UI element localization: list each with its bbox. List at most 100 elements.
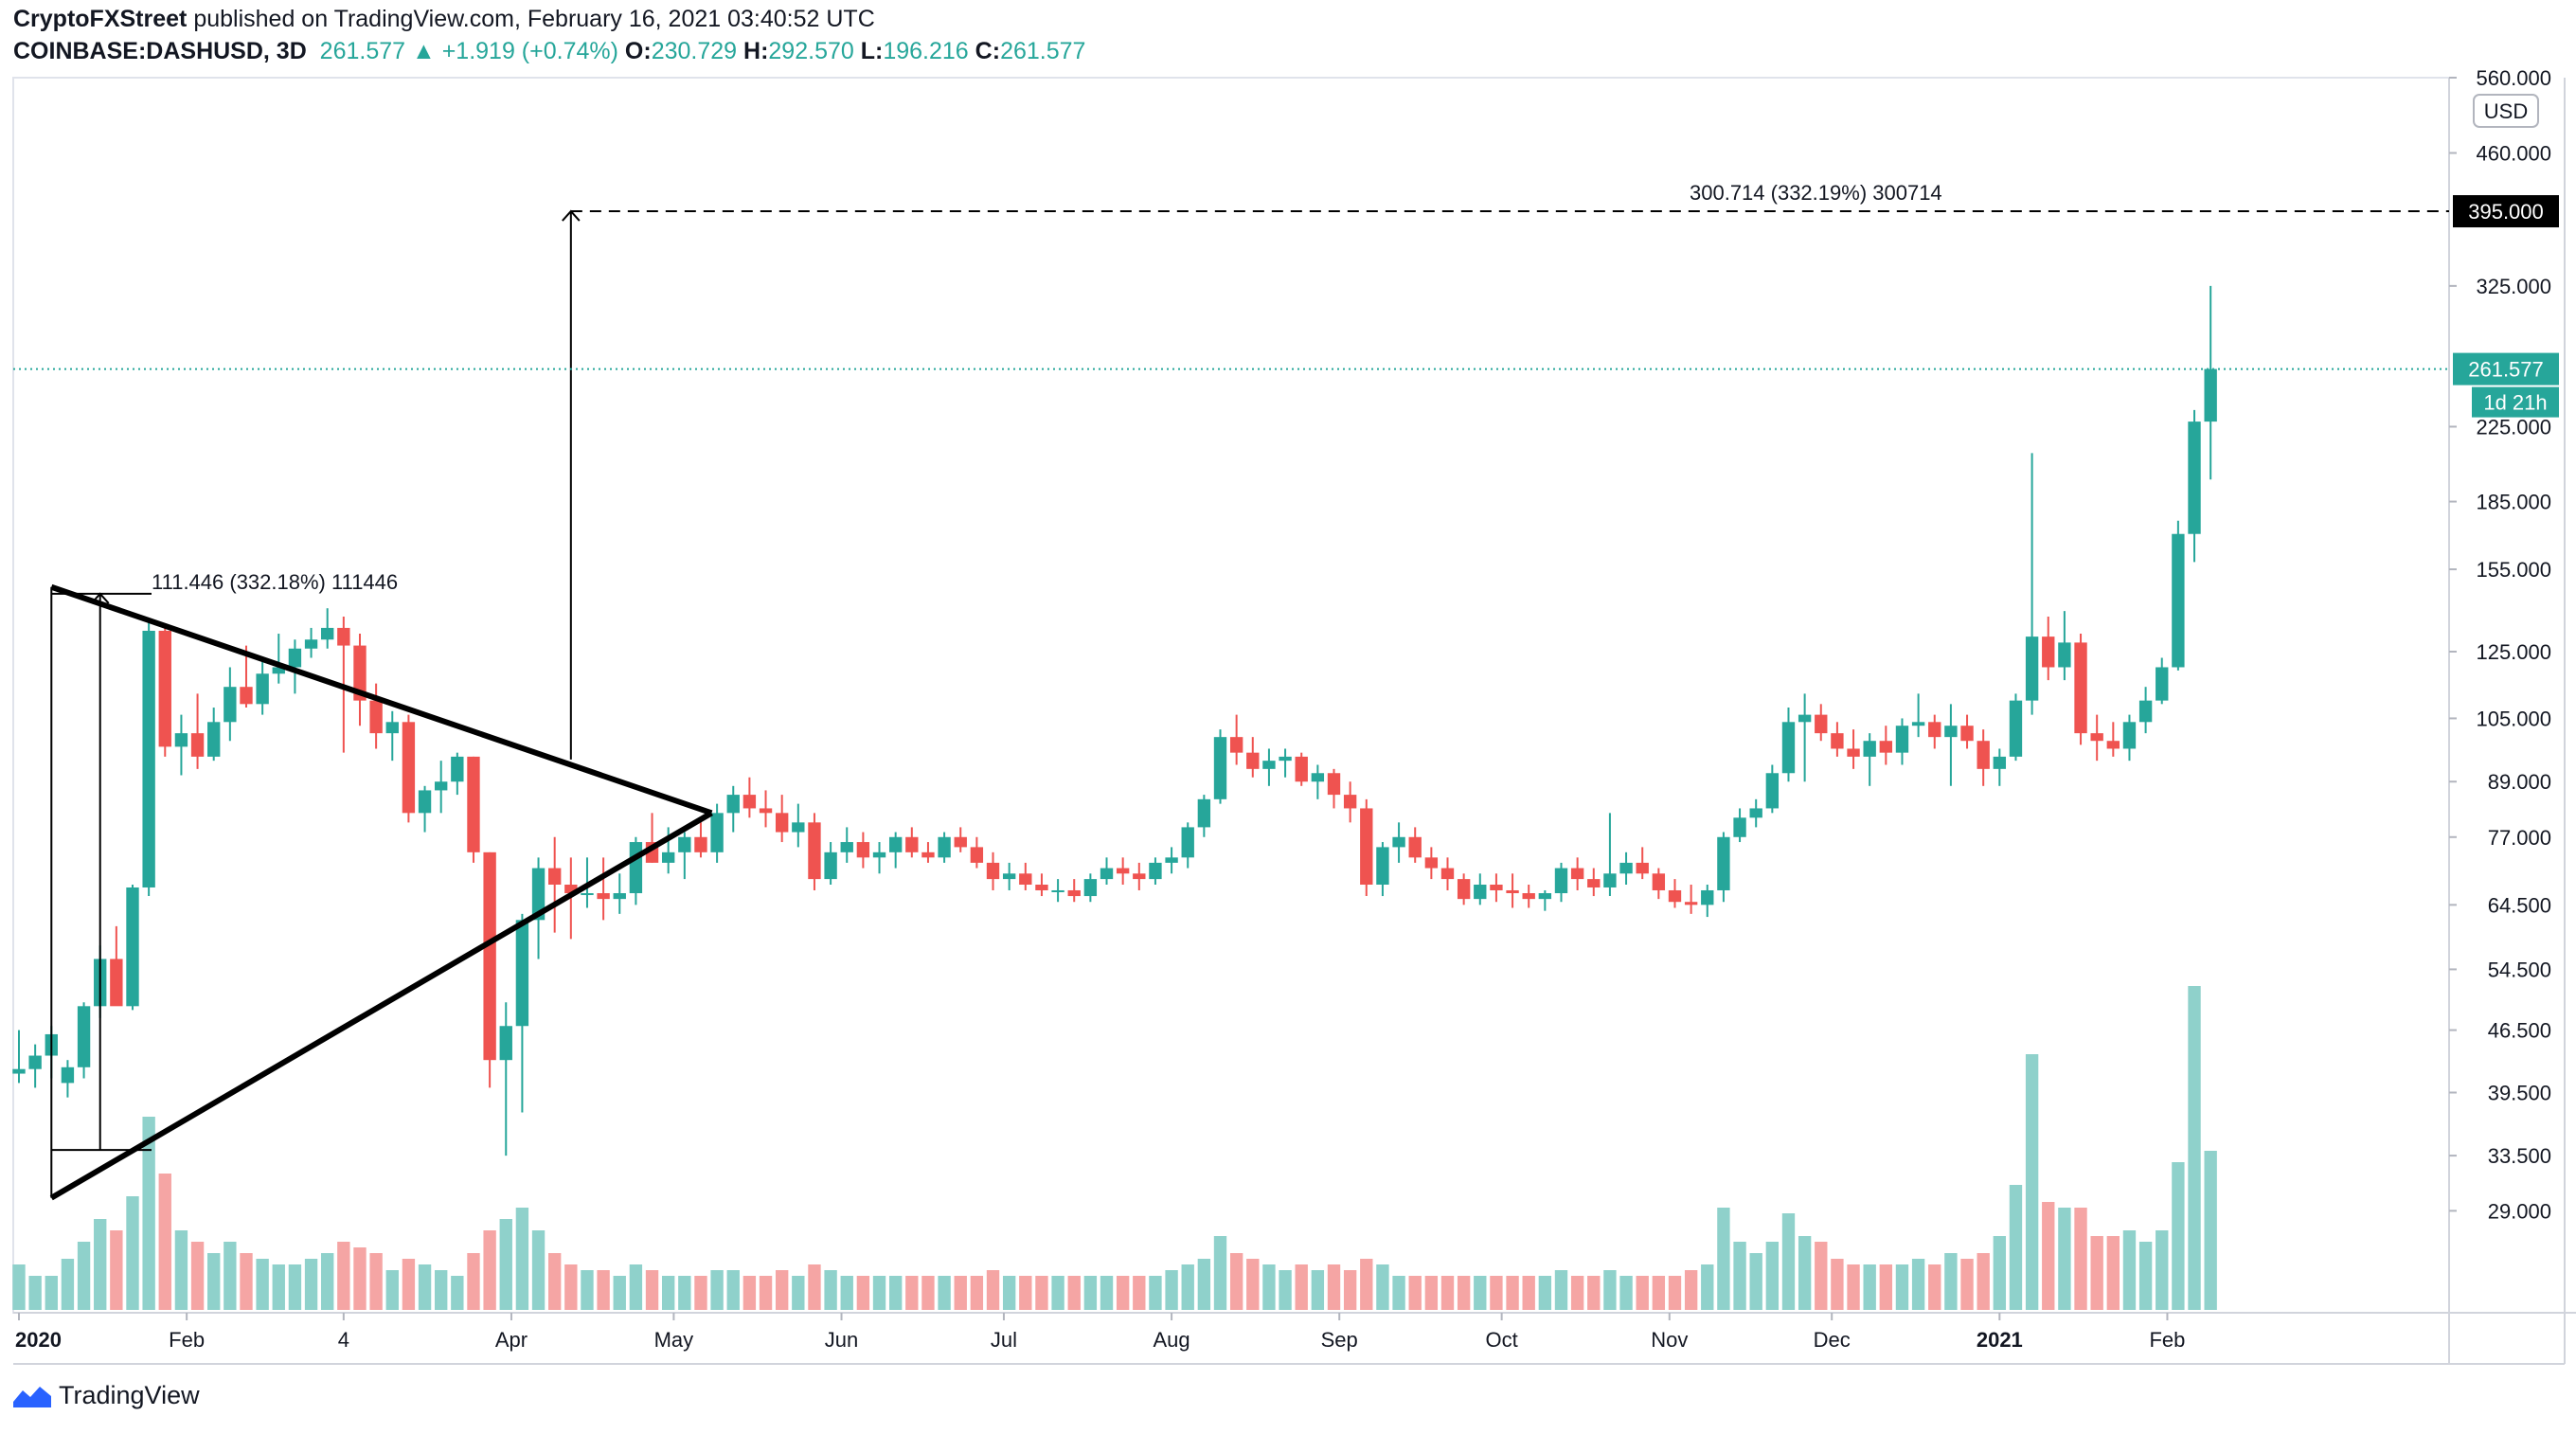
candle[interactable] bbox=[110, 925, 123, 1007]
footer-brand[interactable]: TradingView bbox=[13, 1381, 200, 1410]
candle[interactable] bbox=[1765, 764, 1780, 814]
candle[interactable] bbox=[1831, 722, 1844, 757]
candle[interactable] bbox=[1538, 889, 1552, 911]
candle[interactable] bbox=[2025, 453, 2039, 715]
candle[interactable] bbox=[499, 1002, 512, 1156]
candle[interactable] bbox=[2138, 687, 2153, 734]
candle[interactable] bbox=[1343, 781, 1357, 823]
candle[interactable] bbox=[385, 710, 399, 762]
candle[interactable] bbox=[1440, 857, 1455, 890]
candle[interactable] bbox=[2074, 634, 2087, 745]
candle[interactable] bbox=[710, 803, 724, 863]
candle[interactable] bbox=[467, 756, 480, 863]
candle[interactable] bbox=[1993, 748, 2007, 786]
candle[interactable] bbox=[531, 857, 546, 959]
candle[interactable] bbox=[1684, 884, 1698, 914]
candle[interactable] bbox=[515, 913, 529, 1113]
triangle-upper-line[interactable] bbox=[50, 583, 713, 816]
candle[interactable] bbox=[1100, 857, 1114, 885]
candle[interactable] bbox=[970, 836, 984, 869]
candle[interactable] bbox=[1408, 827, 1422, 863]
candle[interactable] bbox=[2009, 693, 2023, 762]
candle[interactable] bbox=[921, 842, 935, 863]
candle[interactable] bbox=[1067, 879, 1081, 903]
candle[interactable] bbox=[256, 657, 269, 715]
candle[interactable] bbox=[207, 708, 221, 762]
candle[interactable] bbox=[954, 827, 967, 852]
candle[interactable] bbox=[726, 785, 740, 833]
candle[interactable] bbox=[2188, 409, 2201, 563]
candle[interactable] bbox=[1327, 768, 1341, 809]
candle[interactable] bbox=[126, 884, 139, 1011]
author-name[interactable]: CryptoFXStreet bbox=[13, 6, 188, 32]
candle[interactable] bbox=[1197, 795, 1211, 837]
candle[interactable] bbox=[888, 832, 903, 869]
candle[interactable] bbox=[1019, 862, 1032, 890]
candle[interactable] bbox=[808, 813, 821, 890]
candle[interactable] bbox=[304, 627, 318, 658]
candle[interactable] bbox=[1360, 798, 1373, 897]
candle[interactable] bbox=[1911, 693, 1925, 738]
candle[interactable] bbox=[986, 851, 1000, 890]
candle[interactable] bbox=[483, 851, 496, 1088]
candle[interactable] bbox=[61, 1060, 75, 1098]
candle[interactable] bbox=[905, 827, 919, 858]
candle[interactable] bbox=[418, 785, 432, 833]
candle[interactable] bbox=[1376, 842, 1389, 897]
candle[interactable] bbox=[1701, 884, 1714, 918]
candle[interactable] bbox=[1229, 714, 1243, 765]
candle[interactable] bbox=[2106, 722, 2120, 757]
candle[interactable] bbox=[288, 639, 302, 694]
candle[interactable] bbox=[1490, 873, 1503, 903]
candle[interactable] bbox=[1781, 708, 1796, 782]
candle[interactable] bbox=[1895, 718, 1909, 765]
candle[interactable] bbox=[369, 683, 383, 749]
symbol-label[interactable]: COINBASE:DASHUSD, 3D bbox=[13, 38, 307, 64]
candle[interactable] bbox=[775, 795, 789, 843]
candle[interactable] bbox=[435, 761, 448, 814]
candle[interactable] bbox=[1149, 857, 1162, 885]
candle[interactable] bbox=[272, 634, 285, 684]
candle[interactable] bbox=[2122, 714, 2137, 762]
candle[interactable] bbox=[1262, 748, 1276, 786]
candle[interactable] bbox=[1587, 868, 1601, 897]
candle[interactable] bbox=[597, 857, 610, 921]
time-axis[interactable]: 2020 Feb 4 Apr May Jun Jul Aug Sep Oct Nov Dec 2021 F… bbox=[15, 1313, 2185, 1352]
candle[interactable] bbox=[2204, 285, 2217, 480]
candle[interactable] bbox=[1424, 847, 1439, 880]
candle[interactable] bbox=[1798, 693, 1812, 782]
candle[interactable] bbox=[1522, 884, 1535, 908]
candle[interactable] bbox=[1863, 733, 1876, 786]
candle[interactable] bbox=[1717, 832, 1730, 903]
candle[interactable] bbox=[28, 1044, 42, 1088]
candle[interactable] bbox=[742, 777, 757, 818]
candle[interactable] bbox=[1668, 879, 1682, 908]
candle[interactable] bbox=[678, 832, 691, 880]
candle[interactable] bbox=[1083, 873, 1098, 903]
price-axis[interactable]: 560.000 460.000 325.000 225.000 185.000 155.0… bbox=[2449, 66, 2559, 1223]
candle[interactable] bbox=[190, 693, 205, 769]
candle[interactable] bbox=[12, 1030, 26, 1084]
candle[interactable] bbox=[321, 608, 334, 649]
candle[interactable] bbox=[158, 623, 171, 757]
candle[interactable] bbox=[613, 873, 626, 914]
candle[interactable] bbox=[1002, 862, 1016, 890]
candle[interactable] bbox=[2172, 520, 2185, 671]
candle[interactable] bbox=[1133, 862, 1146, 890]
candle[interactable] bbox=[548, 836, 562, 933]
candle[interactable] bbox=[1652, 868, 1666, 900]
candle[interactable] bbox=[224, 667, 237, 742]
candle[interactable] bbox=[1474, 873, 1487, 905]
candle[interactable] bbox=[1213, 729, 1227, 804]
candle[interactable] bbox=[1879, 726, 1893, 765]
candle[interactable] bbox=[1506, 873, 1519, 908]
candle[interactable] bbox=[142, 621, 155, 897]
candle[interactable] bbox=[1815, 704, 1828, 742]
currency-button[interactable] bbox=[2473, 94, 2539, 128]
candle[interactable] bbox=[759, 790, 773, 828]
candle[interactable] bbox=[1603, 813, 1617, 897]
candle[interactable] bbox=[1554, 862, 1568, 903]
candle[interactable] bbox=[1051, 879, 1064, 903]
candle[interactable] bbox=[872, 842, 886, 874]
